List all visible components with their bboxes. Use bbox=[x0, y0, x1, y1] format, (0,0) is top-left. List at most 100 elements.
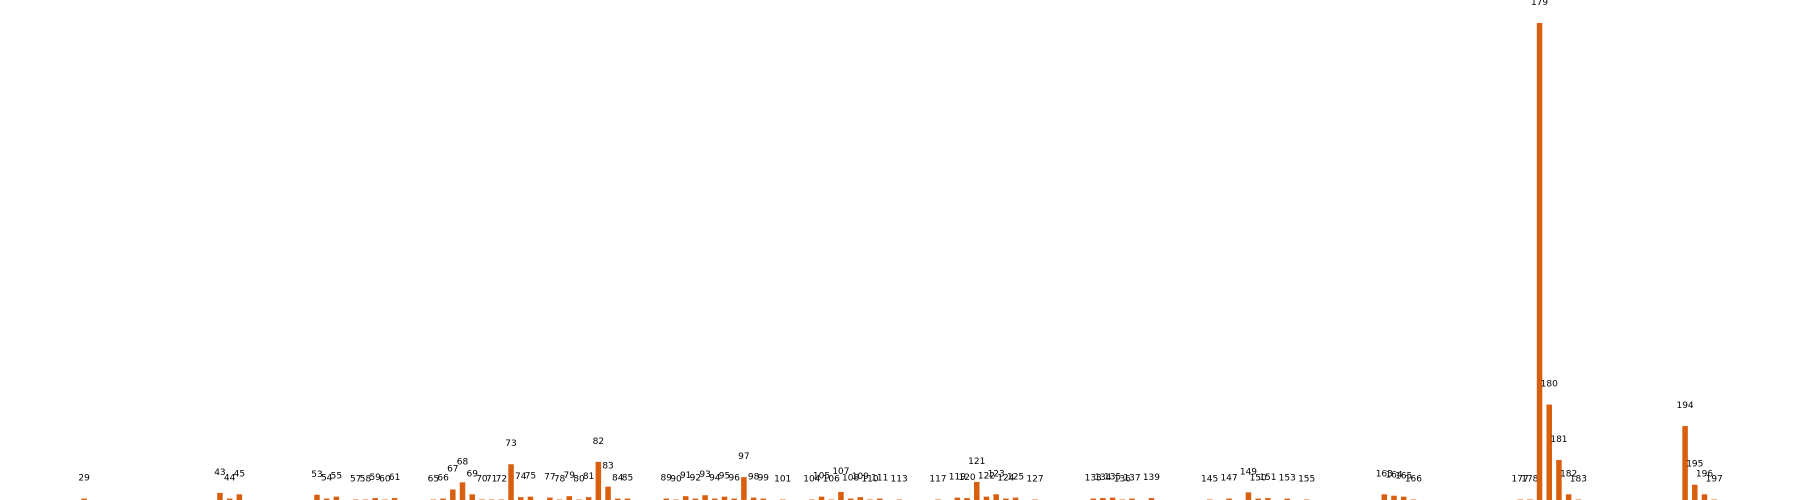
bar-165 bbox=[1400, 496, 1407, 500]
bar-91 bbox=[682, 496, 689, 500]
bar-195 bbox=[1692, 484, 1698, 500]
bar-147 bbox=[1226, 498, 1232, 500]
bar-label-150: 150 bbox=[1250, 474, 1267, 484]
bar-label-69: 69 bbox=[466, 469, 478, 479]
bar-121 bbox=[974, 481, 980, 500]
bar-label-117: 117 bbox=[929, 474, 946, 484]
bar-29 bbox=[81, 498, 87, 500]
bar-label-61: 61 bbox=[389, 473, 400, 483]
bar-77 bbox=[547, 497, 553, 500]
bar-label-85: 85 bbox=[622, 474, 633, 484]
bar-label-94: 94 bbox=[709, 474, 721, 484]
bar-label-75: 75 bbox=[525, 472, 536, 482]
bar-label-95: 95 bbox=[719, 472, 730, 482]
bar-label-72: 72 bbox=[496, 474, 507, 484]
bar-53 bbox=[314, 494, 320, 500]
bar-label-99: 99 bbox=[758, 474, 770, 484]
bar-label-29: 29 bbox=[78, 474, 90, 484]
bar-label-147: 147 bbox=[1220, 474, 1237, 484]
bar-label-73: 73 bbox=[505, 439, 516, 449]
bar-84 bbox=[615, 498, 621, 500]
bar-label-54: 54 bbox=[321, 474, 333, 484]
bar-label-60: 60 bbox=[379, 474, 391, 484]
bar-label-145: 145 bbox=[1201, 474, 1218, 484]
bar-label-127: 127 bbox=[1026, 474, 1043, 484]
bar-label-58: 58 bbox=[360, 474, 372, 484]
bar-92 bbox=[692, 498, 699, 500]
bar-83 bbox=[605, 486, 611, 500]
bar-95 bbox=[721, 496, 728, 500]
bar-label-180: 180 bbox=[1541, 380, 1558, 390]
bar-94 bbox=[712, 498, 718, 500]
bar-label-84: 84 bbox=[612, 474, 624, 484]
bar-125 bbox=[1012, 497, 1019, 500]
bar-181 bbox=[1556, 459, 1562, 500]
bar-label-111: 111 bbox=[871, 474, 888, 484]
bar-label-45: 45 bbox=[234, 469, 245, 479]
bar-label-96: 96 bbox=[728, 474, 740, 484]
bar-85 bbox=[624, 498, 631, 500]
bar-label-153: 153 bbox=[1279, 474, 1296, 484]
bar-label-136: 136 bbox=[1114, 474, 1131, 484]
bar-label-70: 70 bbox=[476, 474, 488, 484]
bar-105 bbox=[818, 496, 825, 500]
bar-label-82: 82 bbox=[593, 437, 604, 447]
bar-150 bbox=[1255, 498, 1261, 500]
bar-196 bbox=[1701, 494, 1708, 500]
bar-93 bbox=[702, 495, 708, 500]
bar-109 bbox=[857, 497, 864, 500]
bar-label-77: 77 bbox=[544, 473, 555, 483]
bar-45 bbox=[236, 494, 243, 500]
bar-label-90: 90 bbox=[670, 474, 682, 484]
bar-label-149: 149 bbox=[1240, 467, 1257, 477]
bar-137 bbox=[1129, 498, 1135, 500]
bar-149 bbox=[1245, 492, 1252, 500]
bar-119 bbox=[954, 497, 961, 500]
bar-label-97: 97 bbox=[738, 452, 749, 462]
bar-120 bbox=[964, 498, 970, 500]
bar-164 bbox=[1391, 495, 1397, 500]
bar-label-98: 98 bbox=[748, 473, 760, 483]
bar-label-68: 68 bbox=[457, 457, 469, 467]
bar-label-67: 67 bbox=[447, 465, 458, 475]
bar-label-107: 107 bbox=[832, 467, 849, 477]
bar-label-197: 197 bbox=[1706, 474, 1723, 484]
bar-label-66: 66 bbox=[437, 474, 449, 484]
bar-74 bbox=[517, 497, 524, 500]
bar-label-71: 71 bbox=[486, 474, 497, 484]
bar-133 bbox=[1090, 498, 1096, 500]
bar-label-92: 92 bbox=[690, 474, 701, 484]
bar-label-155: 155 bbox=[1298, 474, 1315, 484]
bar-label-83: 83 bbox=[602, 462, 613, 472]
bar-82 bbox=[595, 461, 602, 500]
bar-label-194: 194 bbox=[1676, 401, 1693, 411]
bar-66 bbox=[440, 498, 446, 500]
bar-label-133: 133 bbox=[1085, 474, 1102, 484]
bar-label-122: 122 bbox=[978, 472, 995, 482]
bar-label-89: 89 bbox=[661, 474, 673, 484]
bar-81 bbox=[585, 497, 592, 500]
bar-124 bbox=[1003, 498, 1009, 500]
bar-180 bbox=[1546, 404, 1552, 500]
bar-179 bbox=[1536, 23, 1543, 500]
bar-label-178: 178 bbox=[1521, 474, 1538, 484]
bar-label-177: 177 bbox=[1512, 474, 1529, 484]
bar-label-121: 121 bbox=[968, 457, 985, 467]
bar-99 bbox=[760, 498, 767, 500]
bar-label-119: 119 bbox=[949, 473, 966, 483]
bar-label-43: 43 bbox=[214, 468, 225, 478]
bar-label-106: 106 bbox=[823, 474, 840, 484]
bar-label-164: 164 bbox=[1385, 471, 1402, 481]
bar-label-44: 44 bbox=[224, 474, 236, 484]
bar-75 bbox=[527, 496, 534, 500]
bar-182 bbox=[1565, 494, 1572, 500]
bar-label-81: 81 bbox=[583, 472, 594, 482]
bar-label-182: 182 bbox=[1560, 469, 1577, 479]
bar-label-196: 196 bbox=[1696, 469, 1713, 479]
bar-55 bbox=[333, 496, 340, 500]
bar-label-101: 101 bbox=[774, 474, 791, 484]
bar-135 bbox=[1109, 497, 1116, 500]
bar-label-139: 139 bbox=[1143, 473, 1160, 483]
bar-68 bbox=[459, 482, 466, 500]
bar-label-53: 53 bbox=[311, 470, 322, 480]
